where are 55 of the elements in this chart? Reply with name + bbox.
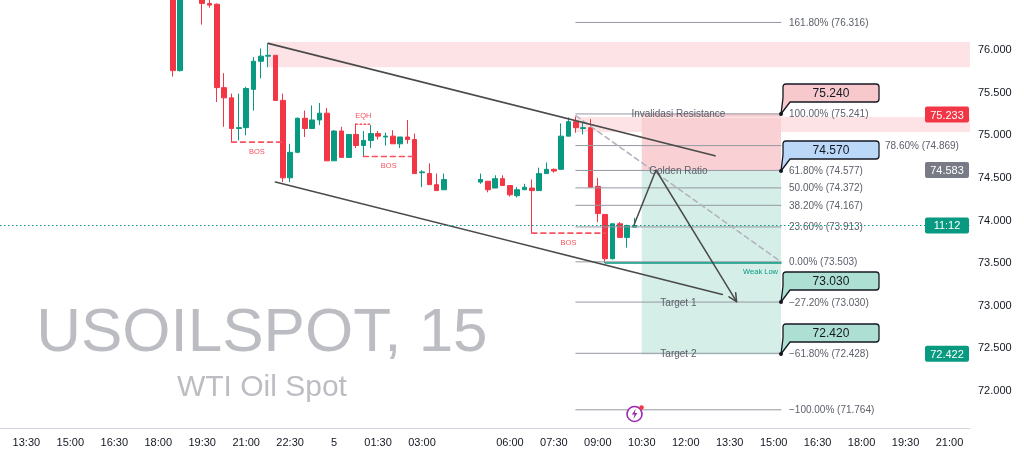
x-tick-label: 18:00 bbox=[847, 435, 876, 448]
x-tick-label: 16:30 bbox=[100, 435, 129, 448]
annotation: 72.422 bbox=[930, 347, 964, 360]
series-label: 23.60% (73.913) bbox=[788, 221, 863, 233]
series-label: 50.00% (74.372) bbox=[788, 182, 863, 194]
series-label: 161.80% (76.316) bbox=[788, 16, 869, 28]
annotation: 72.420 bbox=[811, 324, 851, 342]
x-tick-label: 21:00 bbox=[935, 435, 964, 448]
y-tick-label: 76.000 bbox=[978, 43, 1012, 56]
x-tick-label: 19:30 bbox=[891, 435, 920, 448]
series-label: 38.20% (74.167) bbox=[788, 199, 863, 211]
y-tick-label: 74.000 bbox=[978, 213, 1012, 226]
x-tick-label: 16:30 bbox=[803, 435, 832, 448]
y-tick-label: 75.000 bbox=[978, 128, 1012, 141]
x-tick-label: 12:00 bbox=[671, 435, 700, 448]
annotation: Golden Ratio bbox=[649, 164, 709, 176]
annotation: 75.233 bbox=[930, 108, 964, 121]
annotation: Target 2 bbox=[660, 347, 697, 359]
x-tick-label: 22:30 bbox=[276, 435, 304, 448]
series-label: 0.00% (73.503) bbox=[788, 256, 858, 268]
y-tick-label: 74.500 bbox=[978, 170, 1012, 183]
series-label: 100.00% (75.241) bbox=[788, 108, 869, 120]
x-tick-label: 5 bbox=[331, 435, 338, 448]
series-label: −27.20% (73.030) bbox=[788, 296, 869, 308]
x-tick-label: 13:30 bbox=[715, 435, 744, 448]
annotation: Invalidasi Resistance bbox=[631, 108, 726, 120]
x-tick-label: 01:30 bbox=[364, 435, 392, 448]
series-label: −61.80% (72.428) bbox=[788, 347, 869, 359]
annotation: 75.240 bbox=[811, 85, 851, 102]
x-tick-label: 03:00 bbox=[408, 435, 436, 448]
x-tick-label: 07:30 bbox=[540, 435, 568, 448]
x-tick-label: 18:00 bbox=[144, 435, 173, 448]
x-tick-label: 15:00 bbox=[56, 435, 85, 448]
x-tick-label: 06:00 bbox=[496, 435, 524, 448]
x-tick-label: 13:30 bbox=[12, 435, 41, 448]
y-tick-label: 73.500 bbox=[978, 256, 1012, 269]
y-tick-label: 72.000 bbox=[978, 383, 1012, 396]
x-tick-label: 10:30 bbox=[628, 435, 656, 448]
y-tick-label: 72.500 bbox=[978, 341, 1012, 354]
x-tick-label: 19:30 bbox=[188, 435, 216, 448]
y-tick-label: 75.500 bbox=[978, 85, 1012, 98]
annotation: 73.030 bbox=[811, 273, 851, 291]
series-label: −100.00% (71.764) bbox=[788, 404, 875, 416]
y-tick-label: 73.000 bbox=[978, 298, 1012, 311]
text: USOILSPOT, 15 bbox=[36, 295, 488, 365]
annotation: 74.583 bbox=[930, 163, 964, 176]
annotation: 11:12 bbox=[933, 219, 961, 232]
x-tick-label: 09:00 bbox=[584, 435, 612, 448]
text: 78.60% (74.869) bbox=[884, 140, 959, 152]
annotation: Target 1 bbox=[660, 296, 697, 308]
annotation: 74.570 bbox=[811, 142, 851, 159]
series-label: 61.80% (74.577) bbox=[788, 164, 863, 176]
x-tick-label: 15:00 bbox=[759, 435, 788, 448]
text: WTI Oil Spot bbox=[176, 368, 348, 402]
x-tick-label: 21:00 bbox=[232, 435, 260, 448]
